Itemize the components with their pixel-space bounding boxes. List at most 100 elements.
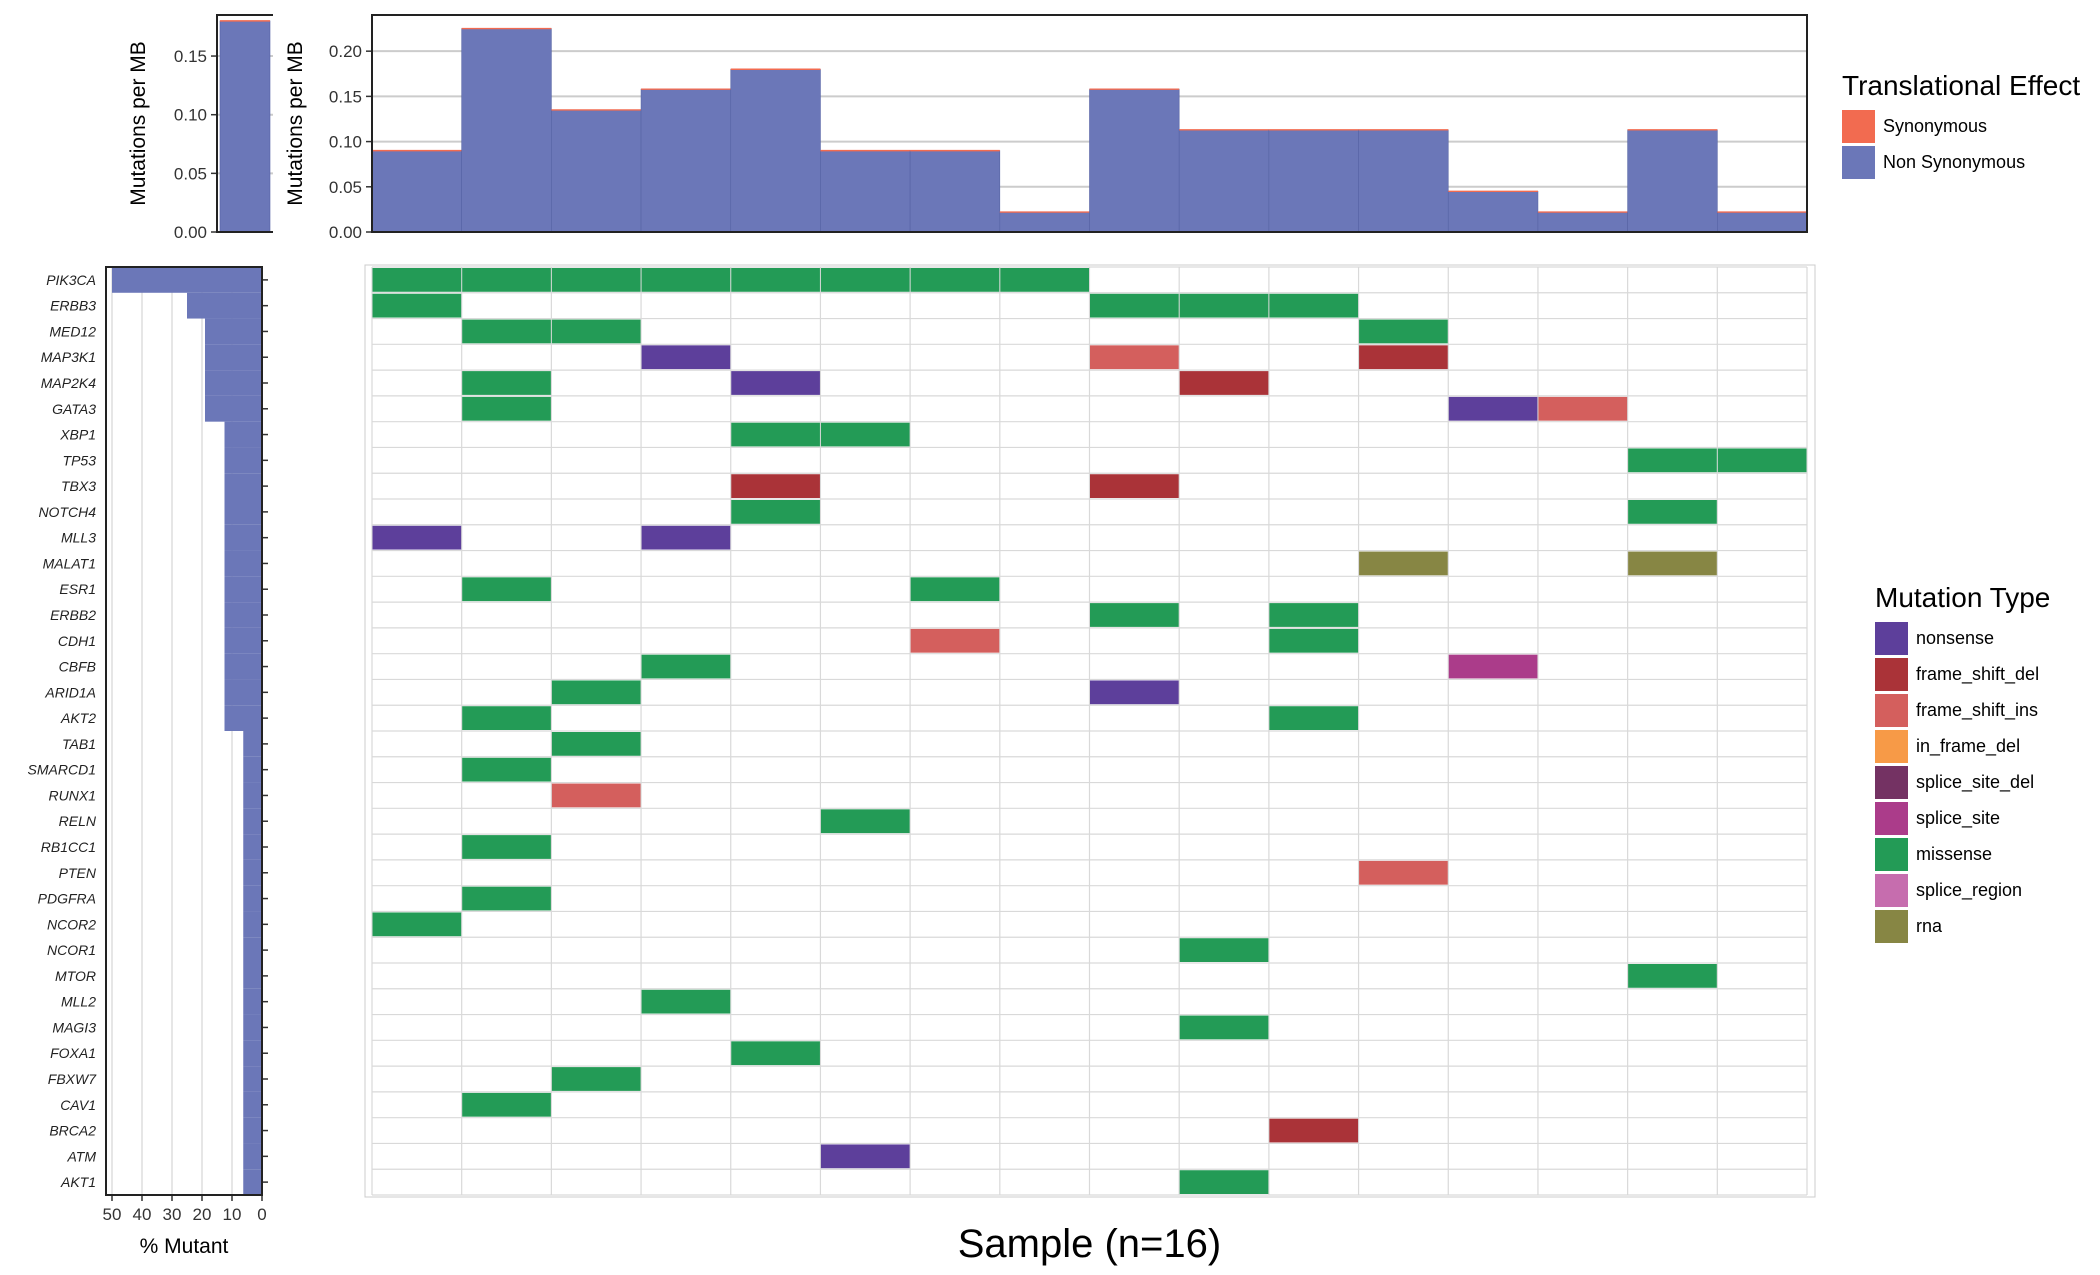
heatmap-cell-esr1-s2 <box>462 577 551 602</box>
heatmap-cell-cav1-s2 <box>462 1092 551 1117</box>
heatmap-cell-xbp1-s5 <box>731 422 820 447</box>
gene-label-fbxw7: FBXW7 <box>48 1071 97 1087</box>
percent-bar-tbx3 <box>224 473 262 499</box>
heatmap-cell-pik3ca-s8 <box>1000 268 1089 292</box>
legend-entry-nonsense: nonsense <box>1875 620 2050 656</box>
heatmap-cell-pdgfra-s2 <box>462 886 551 911</box>
percent-bar-map2k4 <box>205 370 262 396</box>
heatmap-cell-smarcd1-s2 <box>462 757 551 782</box>
heatmap-cell-akt1-s10 <box>1179 1170 1269 1194</box>
burden-bar-s16 <box>1717 211 1808 233</box>
percent-bar-map3k1 <box>205 344 262 371</box>
burden-summary-chart: 0.00 0.05 0.10 0.15 Mutations per MB <box>127 14 273 242</box>
burden-bar-s8 <box>999 211 1090 233</box>
percent-bar-gata3 <box>205 395 262 422</box>
burden-bar-s13 <box>1447 191 1539 233</box>
gene-label-med12: MED12 <box>49 323 96 339</box>
gene-label-rb1cc1: RB1CC1 <box>41 839 96 855</box>
percent-x-tick-label: 20 <box>193 1205 212 1224</box>
mutation-type-legend: Mutation Type nonsense frame_shift_del f… <box>1875 582 2050 944</box>
heatmap-cell-med12-s3 <box>551 319 641 344</box>
heatmap-cell-map2k4-s10 <box>1179 371 1269 395</box>
legend-swatch-non-synonymous <box>1842 145 1875 179</box>
gene-label-tab1: TAB1 <box>62 736 96 752</box>
legend-label-frame-shift-del: frame_shift_del <box>1916 663 2040 684</box>
gene-label-notch4: NOTCH4 <box>38 504 96 520</box>
burden-y-tick-label: 0.20 <box>329 42 362 61</box>
summary-y-tick-label: 0.15 <box>174 47 207 66</box>
legend-label-frame-shift-ins: frame_shift_ins <box>1916 699 2039 720</box>
heatmap-cell-erbb2-s9 <box>1090 603 1179 627</box>
heatmap-cell-xbp1-s6 <box>820 422 910 447</box>
percent-bar-ncor2 <box>243 911 262 938</box>
burden-bar-s10 <box>1178 129 1270 233</box>
heatmap-cell-tp53-s16 <box>1717 448 1807 473</box>
heatmap-cell-map2k4-s2 <box>462 371 551 395</box>
legend-entry-rna: rna <box>1875 908 2050 944</box>
gene-label-smarcd1: SMARCD1 <box>28 762 96 778</box>
gene-label-mll2: MLL2 <box>61 994 96 1010</box>
heatmap-cell-malat1-s12 <box>1359 551 1448 576</box>
gene-label-runx1: RUNX1 <box>49 787 96 803</box>
percent-bar-erbb3 <box>187 292 262 319</box>
heatmap-cell-med12-s12 <box>1359 319 1448 344</box>
heatmap-cell-foxa1-s5 <box>731 1041 820 1066</box>
percent-bar-pik3ca <box>112 267 262 293</box>
summary-y-axis-label: Mutations per MB <box>127 41 150 206</box>
legend-swatch-splice-site <box>1875 801 1908 835</box>
legend-swatch-synonymous <box>1842 109 1875 143</box>
percent-bar-malat1 <box>224 550 262 577</box>
burden-bar-s9 <box>1089 88 1180 233</box>
gene-label-erbb3: ERBB3 <box>50 298 96 314</box>
percent-bar-pten <box>243 859 262 886</box>
percent-bar-cav1 <box>243 1091 262 1118</box>
percent-x-tick-label: 0 <box>257 1205 266 1224</box>
heatmap-cell-tbx3-s9 <box>1090 474 1179 498</box>
percent-bar-cdh1 <box>224 627 262 654</box>
burden-bar-s1 <box>371 150 462 233</box>
gene-label-ncor1: NCOR1 <box>47 942 96 958</box>
burden-y-tick-label: 0.05 <box>329 178 362 197</box>
legend-label-non-synonymous: Non Synonymous <box>1883 151 2026 172</box>
percent-bar-med12 <box>205 318 262 345</box>
heatmap-cell-ncor1-s10 <box>1179 938 1269 962</box>
heatmap-cell-pik3ca-s2 <box>462 268 551 292</box>
legend-swatch-frame-shift-del <box>1875 657 1908 691</box>
percent-bar-xbp1 <box>224 421 262 448</box>
heatmap-cell-reln-s6 <box>820 809 910 834</box>
heatmap-cell-tp53-s15 <box>1628 448 1717 473</box>
heatmap-cell-pik3ca-s3 <box>551 268 641 292</box>
heatmap-cell-akt2-s2 <box>462 706 551 730</box>
gene-label-foxa1: FOXA1 <box>50 1045 96 1061</box>
legend-entry-missense: missense <box>1875 836 2050 872</box>
legend-label-nonsense: nonsense <box>1916 627 1995 648</box>
heatmap-cell-erbb3-s11 <box>1269 293 1359 318</box>
heatmap-cell-erbb3-s10 <box>1179 293 1269 318</box>
percent-bar-fbxw7 <box>243 1066 262 1092</box>
percent-x-tick-label: 30 <box>163 1205 182 1224</box>
gene-label-pik3ca: PIK3CA <box>46 272 96 288</box>
percent-bar-mll2 <box>243 988 262 1015</box>
heatmap-cell-cdh1-s7 <box>910 628 1000 653</box>
gene-label-xbp1: XBP1 <box>59 427 96 443</box>
burden-y-axis-label: Mutations per MB <box>284 41 307 206</box>
legend-swatch-rna <box>1875 909 1908 943</box>
gene-label-atm: ATM <box>66 1148 96 1164</box>
heatmap-cell-mll2-s4 <box>641 989 731 1014</box>
gene-label-tbx3: TBX3 <box>61 478 96 494</box>
burden-bar-s6 <box>820 150 911 233</box>
gene-label-mtor: MTOR <box>55 968 96 984</box>
heatmap-cell-cdh1-s11 <box>1269 628 1359 653</box>
legend-swatch-in-frame-del <box>1875 729 1908 763</box>
heatmap-cell-tbx3-s5 <box>731 474 820 498</box>
gene-label-esr1: ESR1 <box>59 581 96 597</box>
legend-swatch-splice-site-del <box>1875 765 1908 799</box>
burden-bar-s12 <box>1358 129 1449 233</box>
heatmap-cell-erbb2-s11 <box>1269 603 1359 627</box>
percent-x-tick-label: 10 <box>223 1205 242 1224</box>
heatmap-cell-ncor2-s1 <box>372 912 462 937</box>
summary-y-tick-label: 0.10 <box>174 106 207 125</box>
legend-entry-in-frame-del: in_frame_del <box>1875 728 2050 764</box>
heatmap-cell-notch4-s15 <box>1628 500 1717 524</box>
